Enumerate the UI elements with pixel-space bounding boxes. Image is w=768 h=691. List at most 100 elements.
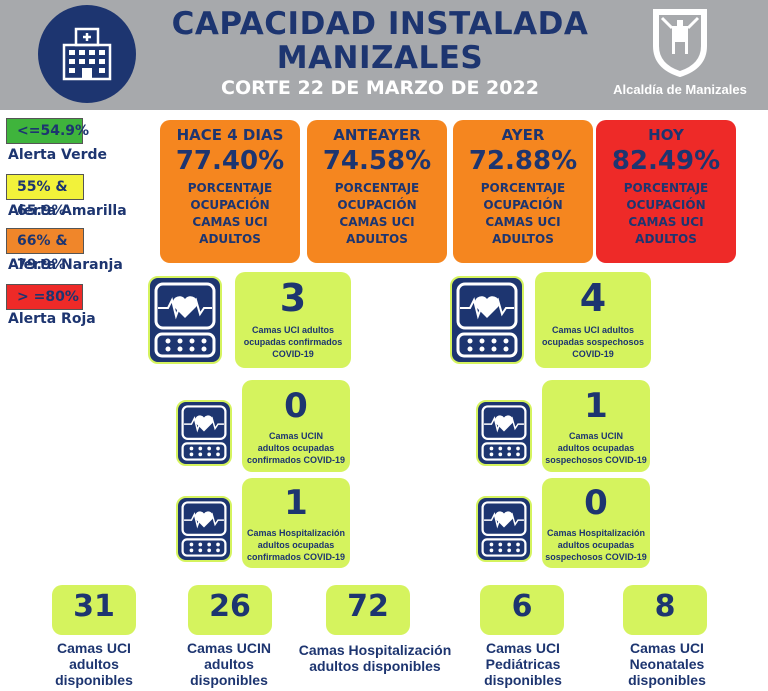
occupancy-percentage: 77.40% — [175, 146, 285, 176]
stat-desc-line: sospechosos COVID-19 — [545, 455, 647, 465]
available-label-line: disponibles — [628, 672, 706, 688]
page-title-line1: CAPACIDAD INSTALADA — [171, 6, 589, 42]
heart-monitor-icon — [176, 496, 232, 562]
available-number: 26 — [209, 589, 251, 624]
available-label-hosp: Camas Hospitalización adultos disponible… — [284, 642, 466, 674]
stat-desc-line: adultos ocupadas — [557, 443, 635, 453]
stat-number: 1 — [584, 386, 608, 426]
occupancy-desc-line: ADULTOS — [635, 232, 697, 246]
occupancy-desc-line: CAMAS UCI — [192, 215, 268, 229]
occupancy-desc-line: OCUPACIÓN — [626, 198, 706, 212]
occupancy-card-today: HOY 82.49% PORCENTAJE OCUPACIÓN CAMAS UC… — [596, 120, 736, 263]
stat-card-uci-confirmed: 3 Camas UCI adultos ocupadas confirmados… — [235, 272, 351, 368]
city-crest-icon — [650, 6, 710, 78]
occupancy-period: HACE 4 DIAS — [176, 126, 284, 144]
available-label-uci: Camas UCI adultos disponibles — [44, 640, 144, 688]
available-number: 8 — [654, 589, 676, 624]
stat-desc-line: Camas UCIN — [568, 431, 624, 441]
legend-label-orange: Alerta Naranja — [8, 257, 123, 273]
occupancy-desc-line: PORCENTAJE — [623, 181, 709, 195]
stat-number: 3 — [279, 276, 307, 320]
stat-number: 1 — [284, 483, 308, 523]
available-label-line: Camas Hospitalización — [298, 642, 452, 658]
stat-desc-line: COVID-19 — [572, 349, 614, 359]
stat-desc-line: Camas Hospitalización — [546, 528, 646, 538]
occupancy-period: AYER — [501, 126, 545, 144]
legend-label-yellow: Alerta Amarilla — [8, 203, 127, 219]
occupancy-card-4-days-ago: HACE 4 DIAS 77.40% PORCENTAJE OCUPACIÓN … — [160, 120, 300, 263]
legend-chip-green: <=54.9% — [6, 118, 89, 144]
available-label-line: adultos — [204, 656, 254, 672]
stat-desc-line: confirmados COVID-19 — [246, 552, 346, 562]
available-label-line: disponibles — [190, 672, 268, 688]
available-label-uci-neonatal: Camas UCI Neonatales disponibles — [612, 640, 722, 688]
stat-number: 0 — [284, 386, 308, 426]
occupancy-desc-line: PORCENTAJE — [480, 181, 566, 195]
brand-name: Alcaldía de Manizales — [613, 82, 747, 97]
legend-chip-red: > =80% — [6, 284, 83, 310]
occupancy-period: HOY — [648, 126, 684, 144]
available-label-line: Camas UCI — [630, 640, 704, 656]
occupancy-card-yesterday: AYER 72.88% PORCENTAJE OCUPACIÓN CAMAS U… — [453, 120, 593, 263]
available-label-line: adultos disponibles — [309, 658, 441, 674]
legend-label-green: Alerta Verde — [8, 147, 108, 163]
available-label-line: disponibles — [55, 672, 133, 688]
occupancy-desc-line: CAMAS UCI — [339, 215, 415, 229]
stat-desc-line: confirmados COVID-19 — [246, 455, 346, 465]
available-card-uci-neonatal: 8 — [623, 585, 707, 635]
occupancy-desc-line: ADULTOS — [346, 232, 408, 246]
heart-monitor-icon — [148, 276, 222, 364]
stat-card-ucin-confirmed: 0 Camas UCIN adultos ocupadas confirmado… — [242, 380, 350, 472]
stat-number: 4 — [579, 276, 607, 320]
heart-monitor-icon — [176, 400, 232, 466]
stat-card-hosp-suspected: 0 Camas Hospitalización adultos ocupadas… — [542, 478, 650, 568]
stat-desc-line: Camas Hospitalización — [246, 528, 346, 538]
occupancy-desc-line: OCUPACIÓN — [337, 198, 417, 212]
occupancy-desc-line: CAMAS UCI — [628, 215, 704, 229]
legend-chip-orange: 66% & 79.9% — [6, 228, 84, 273]
stat-desc-line: ocupadas confirmados — [243, 337, 343, 347]
available-label-line: disponibles — [484, 672, 562, 688]
stat-card-uci-suspected: 4 Camas UCI adultos ocupadas sospechosos… — [535, 272, 651, 368]
available-label-ucin: Camas UCIN adultos disponibles — [174, 640, 284, 688]
available-number: 72 — [347, 589, 389, 624]
occupancy-card-day-before-yesterday: ANTEAYER 74.58% PORCENTAJE OCUPACIÓN CAM… — [307, 120, 447, 263]
heart-monitor-icon — [450, 276, 524, 364]
occupancy-desc-line: ADULTOS — [492, 232, 554, 246]
stat-desc-line: Camas UCI adultos — [551, 325, 635, 335]
available-number: 31 — [73, 589, 115, 624]
heart-monitor-icon — [476, 400, 532, 466]
available-card-hosp: 72 — [326, 585, 410, 635]
available-label-line: Neonatales — [629, 656, 705, 672]
available-label-line: Camas UCI — [57, 640, 131, 656]
occupancy-percentage: 82.49% — [611, 146, 721, 176]
stat-desc-line: adultos ocupadas — [557, 540, 635, 550]
available-card-uci: 31 — [52, 585, 136, 635]
stat-desc-line: Camas UCIN — [268, 431, 324, 441]
stat-desc-line: adultos ocupadas — [257, 443, 335, 453]
stat-card-hosp-confirmed: 1 Camas Hospitalización adultos ocupadas… — [242, 478, 350, 568]
occupancy-desc-line: OCUPACIÓN — [483, 198, 563, 212]
legend-label-red: Alerta Roja — [8, 311, 96, 327]
occupancy-desc-line: PORCENTAJE — [334, 181, 420, 195]
available-label-line: Camas UCIN — [186, 640, 272, 656]
stat-number: 0 — [584, 483, 608, 523]
page-title-line2: MANIZALES — [276, 40, 484, 76]
stat-desc-line: adultos ocupadas — [257, 540, 335, 550]
report-date: CORTE 22 DE MARZO DE 2022 — [221, 77, 539, 99]
available-label-line: Camas UCI — [486, 640, 560, 656]
occupancy-percentage: 74.58% — [322, 146, 432, 176]
occupancy-desc-line: ADULTOS — [199, 232, 261, 246]
occupancy-desc-line: OCUPACIÓN — [190, 198, 270, 212]
occupancy-percentage: 72.88% — [468, 146, 578, 176]
stat-card-ucin-suspected: 1 Camas UCIN adultos ocupadas sospechoso… — [542, 380, 650, 472]
hospital-icon — [38, 5, 136, 103]
occupancy-period: ANTEAYER — [333, 126, 421, 144]
available-label-line: adultos — [69, 656, 119, 672]
stat-desc-line: sospechosos COVID-19 — [545, 552, 647, 562]
available-label-uci-pediatric: Camas UCI Pediátricas disponibles — [468, 640, 578, 688]
legend-chip-yellow: 55% & 65.9% — [6, 174, 84, 219]
stat-desc-line: COVID-19 — [272, 349, 314, 359]
stat-desc-line: ocupadas sospechosos — [541, 337, 645, 347]
occupancy-desc-line: CAMAS UCI — [485, 215, 561, 229]
